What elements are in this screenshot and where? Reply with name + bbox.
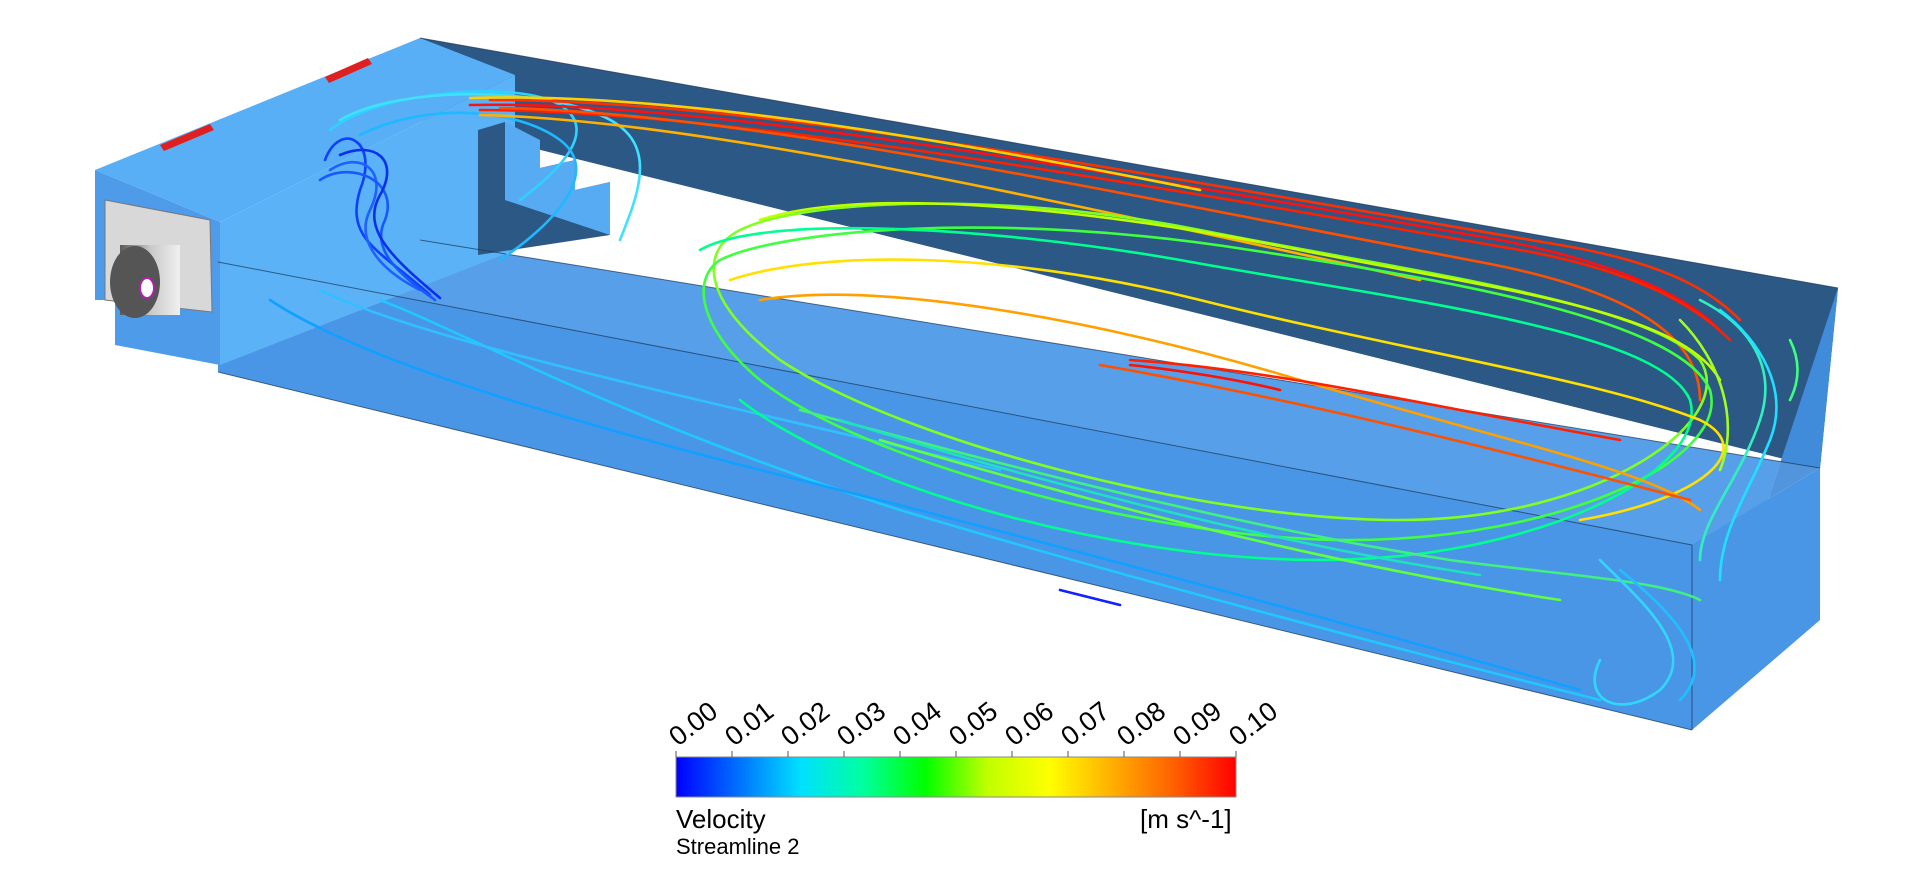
domain-edges [217, 37, 1839, 731]
right-end-wall [1692, 468, 1820, 730]
inlet-marker-2 [325, 58, 372, 83]
inlet-marker-1 [160, 124, 214, 151]
back-wall [420, 38, 1838, 468]
streamlines [268, 90, 1799, 706]
stairs-face [505, 122, 610, 235]
fan-unit [104, 199, 213, 318]
legend-object-label: Streamline 2 [676, 834, 800, 859]
inlet-box-top [95, 38, 515, 222]
legend-variable-label: Velocity [676, 804, 766, 834]
front-face [218, 262, 1692, 730]
legend-unit-label: [m s^-1] [1140, 804, 1232, 834]
